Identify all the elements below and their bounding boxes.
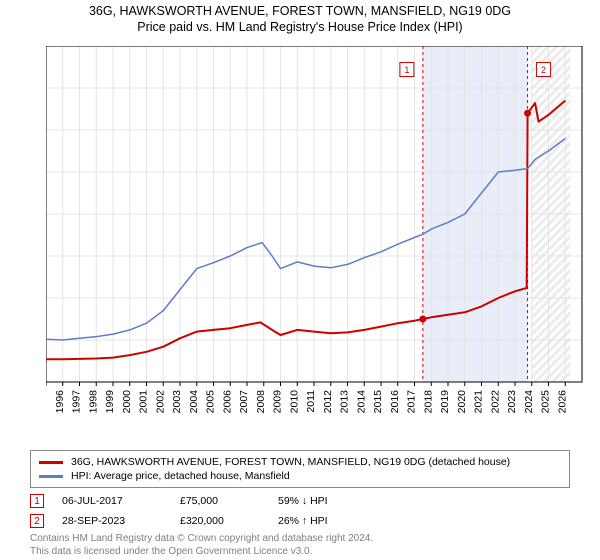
svg-text:2015: 2015 (372, 390, 384, 414)
svg-text:2016: 2016 (389, 390, 401, 414)
svg-text:2020: 2020 (456, 390, 468, 414)
svg-text:2021: 2021 (473, 390, 485, 414)
svg-text:2011: 2011 (305, 390, 317, 413)
legend-item: HPI: Average price, detached house, Mans… (39, 469, 561, 483)
chart-svg: £0£50K£100K£150K£200K£250K£300K£350K£400… (46, 46, 586, 416)
svg-text:1998: 1998 (87, 390, 99, 414)
svg-text:2022: 2022 (489, 390, 501, 414)
svg-text:1999: 1999 (104, 390, 116, 414)
legend-swatch (39, 461, 63, 464)
chart-container: { "title": { "line1": "36G, HAWKSWORTH A… (0, 0, 600, 560)
sale-events: 1 06-JUL-2017 £75,000 59% ↓ HPI 2 28-SEP… (30, 491, 570, 531)
svg-text:2007: 2007 (238, 390, 250, 414)
svg-text:2001: 2001 (138, 390, 150, 414)
svg-text:2005: 2005 (205, 390, 217, 414)
legend-item: 36G, HAWKSWORTH AVENUE, FOREST TOWN, MAN… (39, 455, 561, 469)
footer-line: This data is licensed under the Open Gov… (30, 545, 373, 558)
svg-text:2010: 2010 (288, 390, 300, 414)
svg-text:2: 2 (541, 65, 546, 75)
sale-date: 28-SEP-2023 (62, 515, 162, 527)
legend-swatch (39, 475, 63, 478)
sale-marker-label: 1 (34, 496, 40, 507)
sale-marker-icon: 2 (30, 514, 44, 528)
svg-text:2018: 2018 (422, 390, 434, 414)
chart-subtitle: Price paid vs. HM Land Registry's House … (0, 20, 600, 34)
sale-price: £320,000 (180, 515, 260, 527)
svg-text:2008: 2008 (255, 390, 267, 414)
svg-text:2002: 2002 (154, 390, 166, 414)
svg-text:2014: 2014 (355, 390, 367, 414)
svg-text:2000: 2000 (121, 390, 133, 414)
svg-text:1996: 1996 (54, 390, 66, 414)
sale-marker-label: 2 (34, 516, 40, 527)
svg-text:2004: 2004 (188, 390, 200, 414)
chart-plot-area: £0£50K£100K£150K£200K£250K£300K£350K£400… (46, 46, 586, 416)
sale-pct: 59% ↓ HPI (278, 495, 368, 507)
svg-text:2019: 2019 (439, 390, 451, 414)
legend-label: 36G, HAWKSWORTH AVENUE, FOREST TOWN, MAN… (71, 455, 510, 469)
sale-pct: 26% ↑ HPI (278, 515, 368, 527)
svg-text:2003: 2003 (171, 390, 183, 414)
chart-title: 36G, HAWKSWORTH AVENUE, FOREST TOWN, MAN… (0, 4, 600, 18)
svg-text:2012: 2012 (322, 390, 334, 414)
svg-text:1997: 1997 (71, 390, 83, 414)
sale-price: £75,000 (180, 495, 260, 507)
sale-event-row: 1 06-JUL-2017 £75,000 59% ↓ HPI (30, 491, 570, 511)
svg-text:2017: 2017 (406, 390, 418, 414)
sale-event-row: 2 28-SEP-2023 £320,000 26% ↑ HPI (30, 511, 570, 531)
svg-text:2024: 2024 (523, 390, 535, 414)
footer-notes: Contains HM Land Registry data © Crown c… (30, 532, 373, 558)
sale-marker-icon: 1 (30, 494, 44, 508)
svg-text:2025: 2025 (540, 390, 552, 414)
legend: 36G, HAWKSWORTH AVENUE, FOREST TOWN, MAN… (30, 450, 570, 488)
svg-text:2026: 2026 (556, 390, 568, 414)
svg-text:1995: 1995 (46, 390, 49, 414)
svg-text:2009: 2009 (272, 390, 284, 414)
svg-text:2013: 2013 (339, 390, 351, 414)
svg-text:2006: 2006 (221, 390, 233, 414)
footer-line: Contains HM Land Registry data © Crown c… (30, 532, 373, 545)
sale-date: 06-JUL-2017 (62, 495, 162, 507)
chart-title-block: 36G, HAWKSWORTH AVENUE, FOREST TOWN, MAN… (0, 0, 600, 34)
svg-text:2023: 2023 (506, 390, 518, 414)
svg-text:1: 1 (404, 65, 409, 75)
legend-label: HPI: Average price, detached house, Mans… (71, 469, 290, 483)
